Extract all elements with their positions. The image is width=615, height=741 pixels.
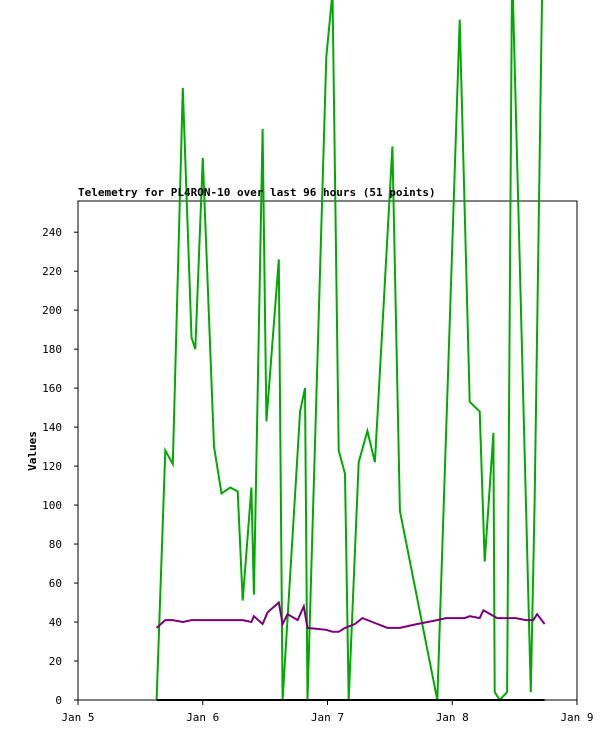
y-tick-label: 200	[42, 304, 62, 317]
y-tick-label: 100	[42, 499, 62, 512]
x-tick-label: Jan 8	[436, 711, 469, 724]
y-tick-label: 40	[49, 616, 62, 629]
chart-title: Telemetry for PL4RON-10 over last 96 hou…	[78, 186, 436, 199]
y-tick-label: 220	[42, 265, 62, 278]
series-line-2	[155, 600, 546, 633]
series-line-1	[155, 0, 543, 702]
plot-frame	[77, 200, 578, 701]
y-tick-label: 20	[49, 655, 62, 668]
x-tick-label: Jan 9	[560, 711, 593, 724]
y-axis: 0 20 40 60 80 100 120 140 160 180 200 220 240	[42, 226, 78, 707]
y-tick-label: 120	[42, 460, 62, 473]
series-layer	[155, 0, 546, 702]
y-tick-label: 160	[42, 382, 62, 395]
y-tick-label: 140	[42, 421, 62, 434]
x-tick-label: Jan 7	[311, 711, 344, 724]
x-tick-label: Jan 6	[186, 711, 219, 724]
y-tick-label: 240	[42, 226, 62, 239]
y-tick-label: 0	[55, 694, 62, 707]
x-axis: Jan 5 Jan 6 Jan 7 Jan 8 Jan 9	[61, 700, 594, 724]
y-tick-label: 180	[42, 343, 62, 356]
y-axis-label: Values	[26, 431, 39, 471]
x-tick-label: Jan 5	[61, 711, 94, 724]
y-tick-label: 80	[49, 538, 62, 551]
y-tick-label: 60	[49, 577, 62, 590]
